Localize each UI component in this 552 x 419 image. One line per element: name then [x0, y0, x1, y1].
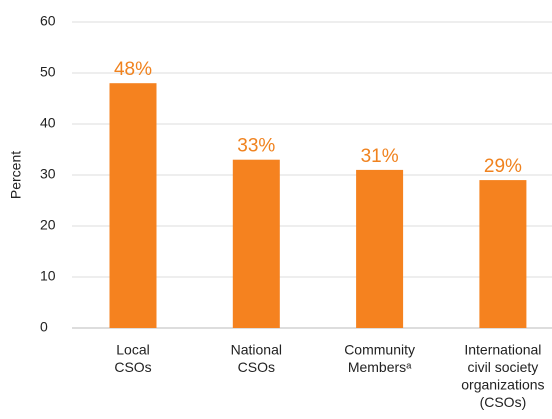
y-tick-label: 0 [40, 319, 48, 335]
bar [356, 169, 404, 328]
value-label: 33% [237, 136, 275, 157]
x-tick-label: organizations [461, 377, 544, 393]
x-tick-label: International [464, 342, 541, 358]
y-tick-label: 10 [40, 268, 56, 284]
x-tick-label: Local [116, 342, 149, 358]
bar [109, 83, 157, 328]
x-tick-label: CSOs [238, 359, 275, 375]
bar [479, 180, 527, 328]
x-tick-label: Membersᵃ [348, 359, 412, 375]
value-label: 29% [484, 156, 522, 177]
x-tick-label: CSOs [114, 359, 151, 375]
value-label: 31% [361, 146, 399, 167]
x-tick-label: National [231, 342, 282, 358]
bar [232, 159, 280, 328]
y-tick-label: 50 [40, 64, 56, 80]
x-tick-label: civil society [468, 359, 539, 375]
value-label: 48% [114, 59, 152, 80]
x-tick-label: Community [344, 342, 415, 358]
y-tick-label: 60 [40, 13, 56, 29]
y-tick-label: 20 [40, 217, 56, 233]
y-axis-label: Percent [8, 151, 24, 199]
y-tick-label: 40 [40, 115, 56, 131]
y-tick-label: 30 [40, 166, 56, 182]
x-tick-label: (CSOs) [480, 394, 527, 410]
